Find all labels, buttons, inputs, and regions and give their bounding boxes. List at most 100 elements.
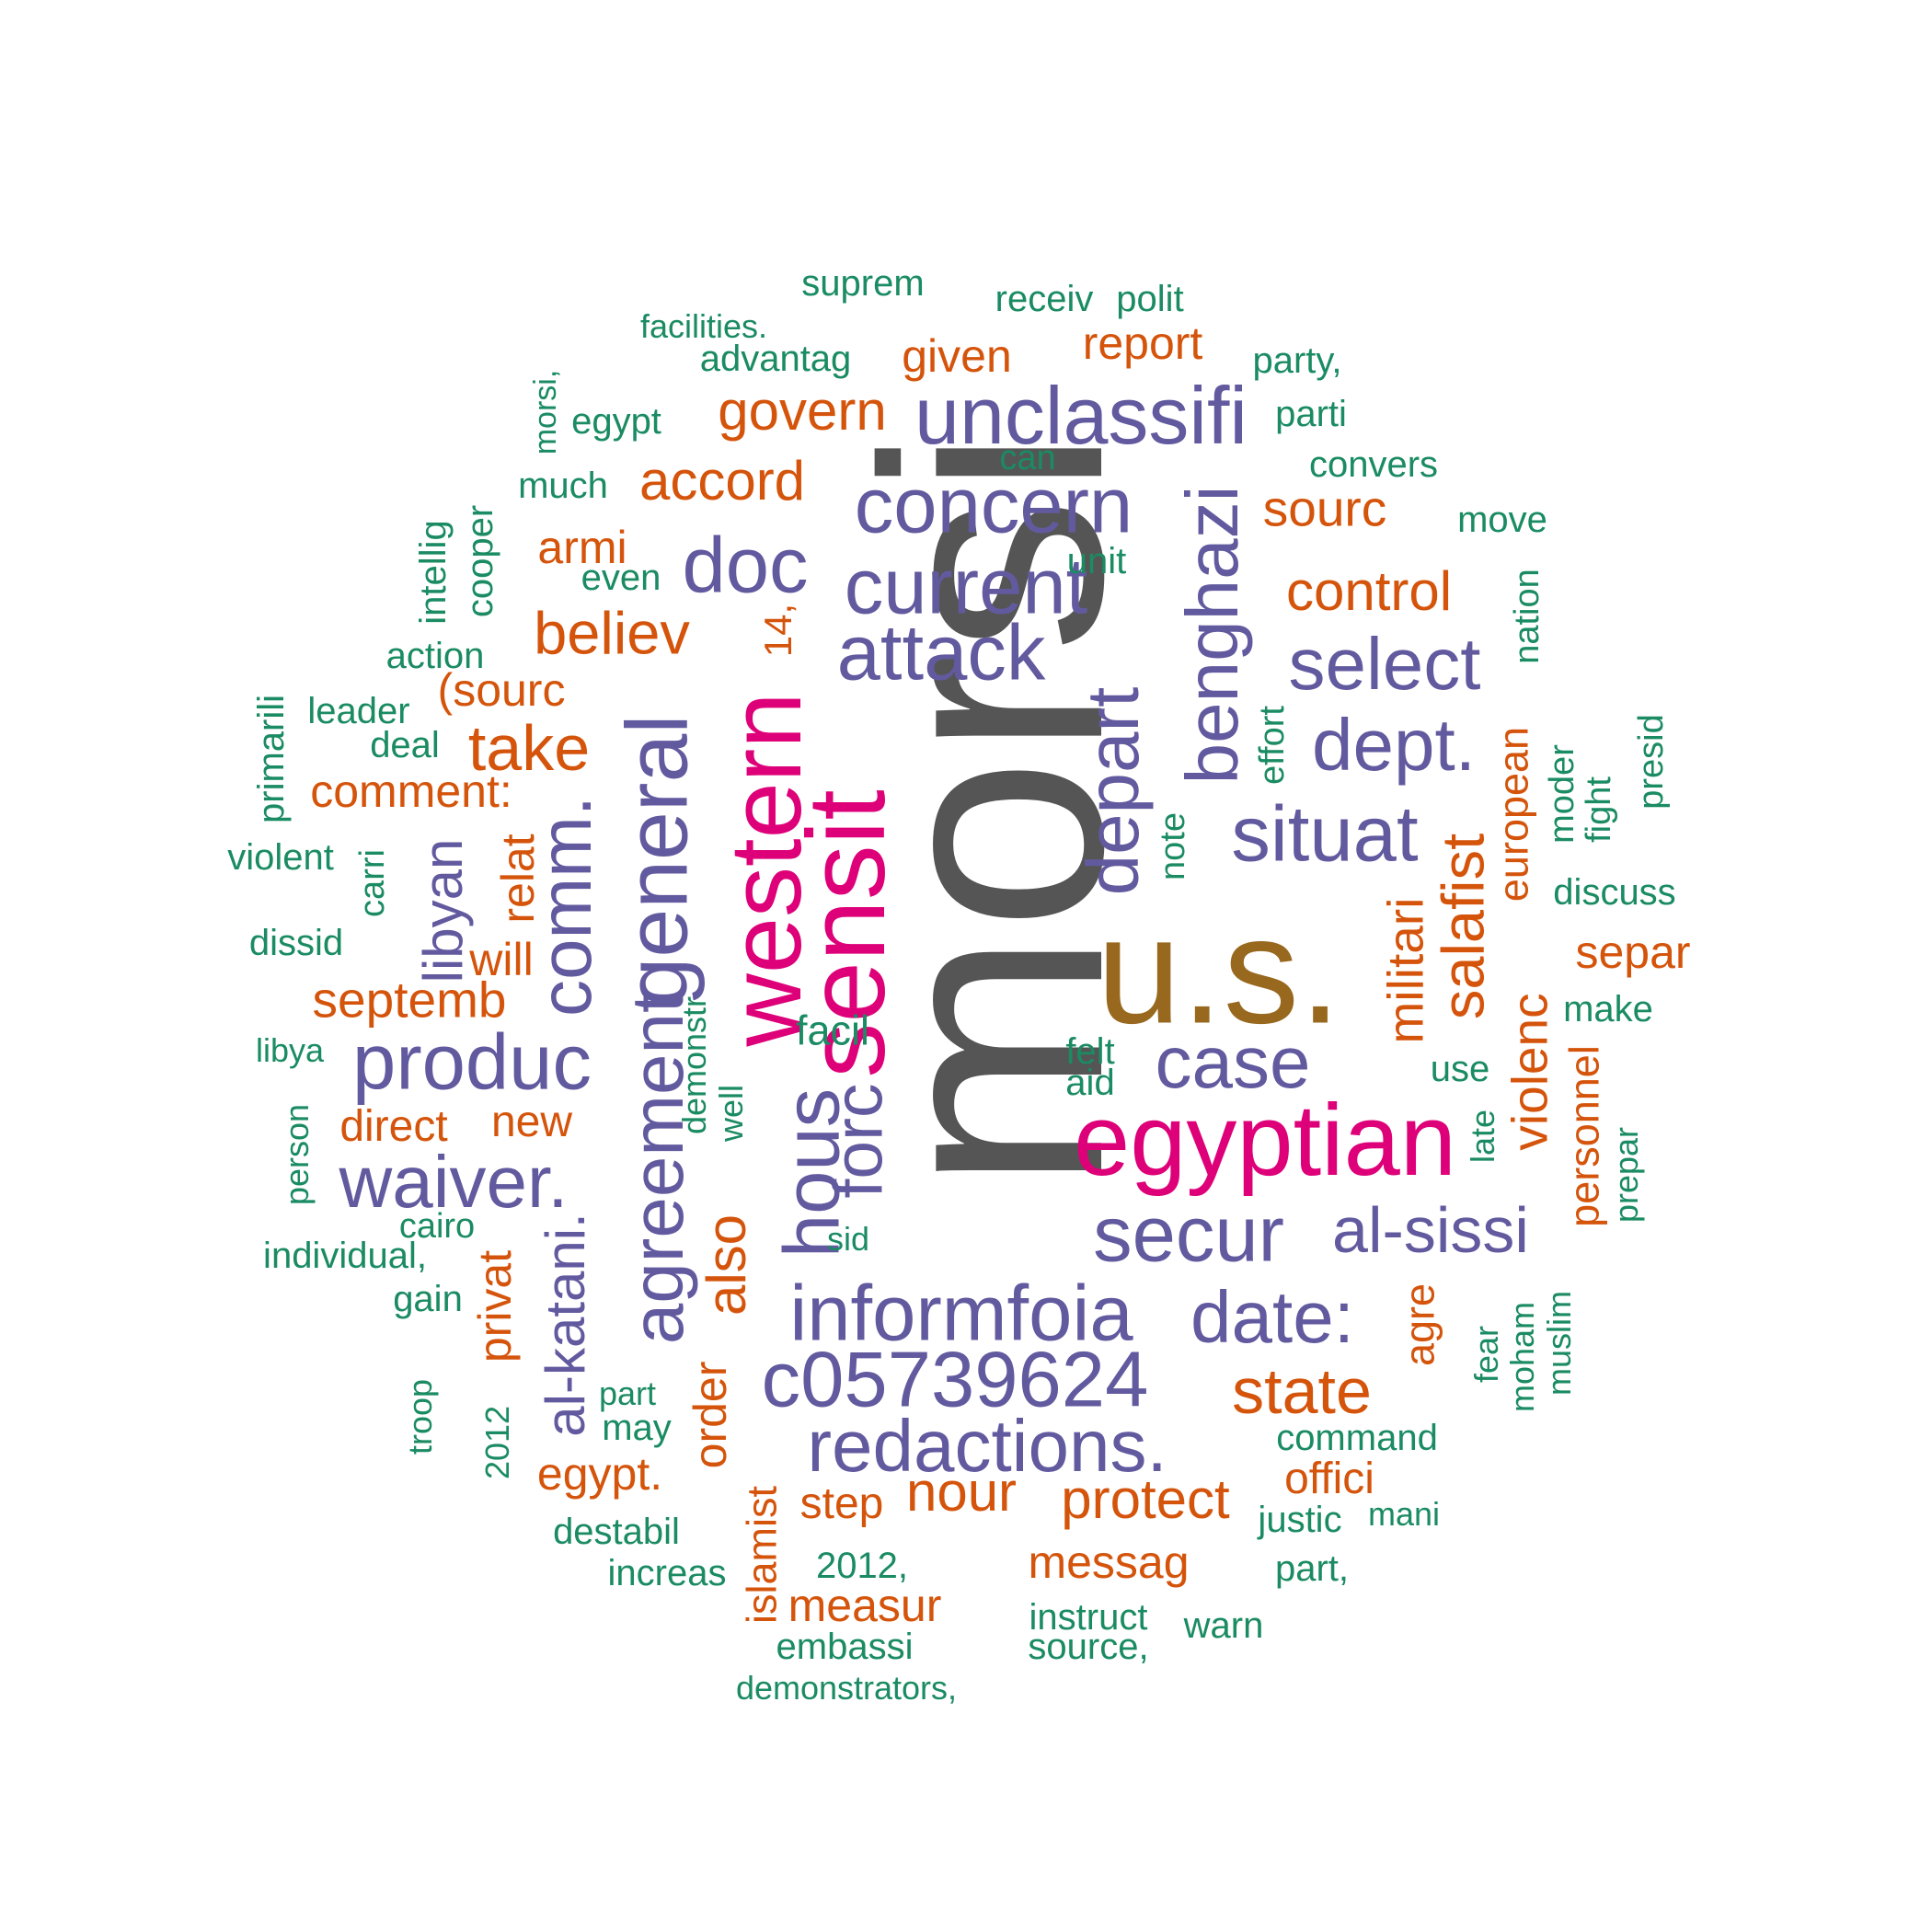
word-late-107: late [1464,1109,1501,1164]
word-given-33: given [902,330,1012,382]
word-demonstrators-131: demonstrators, [735,1669,958,1707]
word-instruct-127: instruct [1029,1597,1148,1638]
word-report-34: report [1082,317,1203,369]
word-state-58: state [1232,1355,1372,1427]
word-moder-90: moder [1543,744,1581,844]
word-even-82: even [581,558,661,598]
word-forc-21: forc [819,1083,897,1199]
word-messag-55: messag [1028,1536,1190,1588]
word-privat-48: privat [469,1249,521,1363]
word-direct-46: direct [339,1102,448,1151]
word-militari-61: militari [1376,897,1434,1044]
word-general-5: general [608,714,707,1006]
word-note-95: note [1154,812,1192,880]
word-source-130: source, [1028,1627,1149,1667]
word-effort-89: effort [1253,706,1292,785]
word-dissid-97: dissid [248,923,344,963]
word-can-76: can [999,439,1056,477]
word-felt-102: felt [1065,1031,1115,1072]
word-take-41: take [467,712,591,784]
word-relat-44: relat [492,834,544,924]
word-fear-117: fear [1467,1325,1505,1384]
word-warn-128: warn [1183,1605,1264,1646]
word-fight-91: fight [1580,776,1618,843]
word-sourc-35: sourc [1262,479,1387,537]
word-select-15: select [1288,623,1481,705]
word-primarili-88: primarili [251,695,292,823]
word-destabil-123: destabil [553,1512,680,1552]
word-waiver-19: waiver. [339,1141,569,1223]
word-offici-59: offici [1284,1455,1374,1503]
word-egypt-74: egypt [571,401,661,442]
word-separ-65: separ [1575,926,1691,978]
word-facilities-70: facilities. [639,307,768,345]
word-new-47: new [490,1098,573,1146]
word-make-101: make [1563,989,1653,1029]
word-dept-16: dept. [1312,704,1476,786]
word-salafist-62: salafist [1429,833,1497,1020]
word-mani-122: mani [1367,1495,1441,1533]
word-will-45: will [469,934,534,985]
word-14-39: 14, [756,603,799,658]
word-personnel-66: personnel [1560,1045,1608,1227]
word-attack-11: attack [836,609,1046,697]
word-egyptian-2: egyptian [1074,1084,1456,1197]
word-accord-32: accord [638,450,806,512]
word-al-sissi-24: al-sissi [1332,1194,1529,1266]
word-order-50: order [684,1361,736,1469]
word-unclassifi-8: unclassifi [914,370,1248,461]
word-libya-105: libya [255,1031,325,1069]
word-facil-100: facil [795,1006,870,1054]
word-cairo-109: cairo [398,1207,476,1246]
word-redactions-28: redactions. [807,1405,1167,1487]
word-believ-38: believ [534,599,690,667]
word-also-49: also [696,1213,757,1317]
word-armi-37: armi [537,522,627,573]
word-violent-93: violent [227,837,334,878]
word-moham-118: moham [1503,1301,1541,1413]
word-concern-9: concern [854,462,1133,550]
word-use-104: use [1430,1049,1490,1089]
word-2012-125: 2012, [815,1546,909,1586]
word-prepar-108: prepar [1607,1126,1645,1224]
word-carri-94: carri [353,849,392,917]
word-part-115: part [598,1374,657,1412]
word-muslim-119: muslim [1540,1291,1578,1396]
word-agre-60: agre [1396,1282,1443,1367]
word-measur-56: measur [788,1580,942,1631]
word-septemb-43: septemb [312,971,507,1029]
word-benghazi-12: benghazi [1171,485,1253,785]
word-nour-53: nour [905,1461,1018,1523]
word-receiv-68: receiv [995,279,1094,319]
word-nation-84: nation [1508,569,1547,664]
word-much-77: much [518,466,608,506]
word-informfoia-25: informfoia [789,1270,1133,1358]
word-parti-75: parti [1275,394,1347,434]
word-comment-42: comment: [310,765,512,817]
word-protect-54: protect [1061,1468,1230,1530]
word-suprem-67: suprem [801,263,925,304]
word-discuss-96: discuss [1553,872,1676,913]
word-produc-18: produc [352,1018,592,1107]
word-u-s-1: u.s. [1097,885,1341,1055]
word-morsi-73: morsi, [528,369,563,455]
word-al-katani-29: al-katani. [535,1213,596,1437]
word-demonstr-98: demonstr [675,995,713,1135]
word-person-106: person [278,1103,316,1206]
word-party-72: party, [1252,340,1342,381]
word-sid-110: sid [826,1220,870,1258]
word-command-120: command [1276,1418,1438,1458]
word-deal-87: deal [370,725,440,765]
word-c05739624-27: c05739624 [761,1336,1149,1424]
word-advantag-71: advantag [699,339,852,379]
word-move-79: move [1457,500,1547,540]
word-cooper-81: cooper [460,504,500,618]
word-case-22: case [1155,1021,1311,1103]
word-step-52: step [799,1479,884,1528]
word-govern-31: govern [718,380,887,442]
word-may-116: may [602,1408,672,1448]
word-sourc-40: (sourc [437,664,566,716]
word-libyan-30: libyan [412,838,474,983]
word-european-64: european [1489,726,1537,903]
